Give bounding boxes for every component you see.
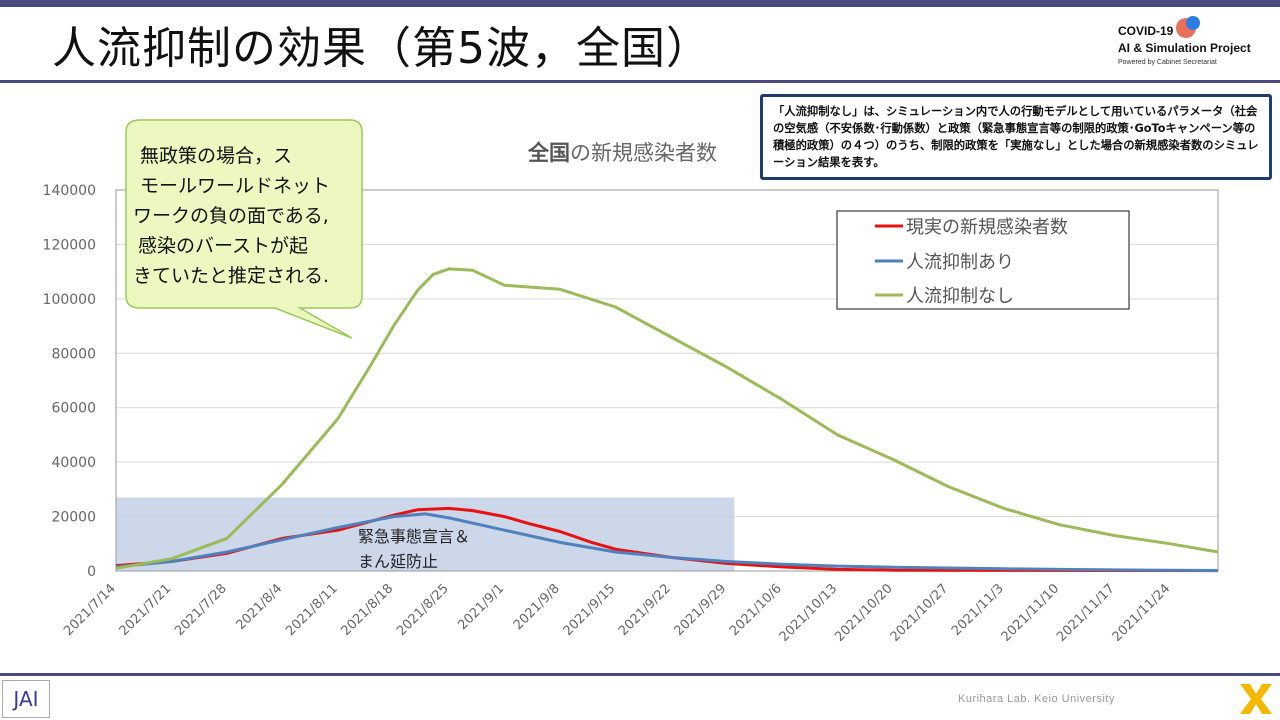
x-tick-label: 2021/9/8 <box>511 581 563 633</box>
series-line-1 <box>115 512 1219 572</box>
x-tick-label: 2021/9/22 <box>616 581 674 639</box>
chart-legend: 現実の新規感染者数 人流抑制あり 人流抑制なし <box>836 210 1130 310</box>
x-tick-label: 2021/7/14 <box>61 581 119 639</box>
x-tick-label: 2021/10/27 <box>888 581 952 645</box>
chart-title: 全国の新規感染者数 <box>528 137 717 167</box>
y-tick-label: 80000 <box>51 346 96 362</box>
band-label-line2: まん延防止 <box>358 552 438 571</box>
x-tick-label: 2021/10/13 <box>777 581 841 645</box>
y-axis-ticks: 0 20000 40000 60000 80000 100000 120000 140000 <box>43 183 96 580</box>
callout-line5: きていたと推定される. <box>133 265 329 287</box>
callout-bubble: 無政策の場合，ス モールワールドネット ワークの負の面である, 感染のバーストが… <box>125 119 363 339</box>
x-logo-icon <box>1240 684 1272 714</box>
footer-lab-name: Kurihara Lab. Keio University <box>958 693 1115 705</box>
x-tick-label: 2021/11/10 <box>999 581 1063 645</box>
footer-divider <box>0 673 1280 676</box>
explanation-note: 「人流抑制なし」は、シミュレーション内で人の行動モデルとして用いているパラメータ… <box>760 94 1272 180</box>
y-tick-label: 60000 <box>51 401 96 417</box>
legend-label-real: 現実の新規感染者数 <box>906 217 1068 238</box>
x-tick-label: 2021/8/25 <box>394 581 452 639</box>
logo-line3: Powered by Cabinet Secretariat <box>1118 59 1217 66</box>
page-title: 人流抑制の効果（第5波，全国） <box>52 23 711 74</box>
band-label-line1: 緊急事態宣言＆ <box>358 527 470 546</box>
x-tick-label: 2021/9/29 <box>672 581 730 639</box>
x-tick-label: 2021/10/20 <box>832 581 896 645</box>
y-tick-label: 120000 <box>43 237 96 253</box>
callout-line4: 感染のバーストが起 <box>138 235 308 257</box>
y-tick-label: 0 <box>87 564 96 580</box>
y-tick-label: 40000 <box>51 455 96 471</box>
x-tick-label: 2021/10/6 <box>727 581 785 639</box>
x-tick-label: 2021/7/21 <box>117 581 175 639</box>
series-line-2 <box>115 267 1219 570</box>
callout-line3: ワークの負の面である, <box>133 205 329 227</box>
x-tick-label: 2021/9/15 <box>561 581 619 639</box>
chart-series <box>115 267 1219 573</box>
logo-line1: COVID-19 <box>1118 24 1174 38</box>
y-tick-label: 100000 <box>43 292 96 308</box>
x-tick-label: 2021/8/4 <box>233 581 285 633</box>
project-logo: COVID-19 AI & Simulation Project Powered… <box>1118 16 1278 72</box>
callout-line2: モールワールドネット <box>140 175 330 197</box>
logo-line2: AI & Simulation Project <box>1118 41 1251 55</box>
x-tick-label: 2021/11/3 <box>949 581 1007 639</box>
legend-label-with: 人流抑制あり <box>906 252 1014 273</box>
legend-label-without: 人流抑制なし <box>906 286 1014 307</box>
chart-title-rest: の新規感染者数 <box>570 141 717 165</box>
chart-title-bold: 全国 <box>528 141 570 165</box>
x-tick-label: 2021/7/28 <box>172 581 230 639</box>
logo-blue-dot <box>1186 16 1200 30</box>
x-tick-label: 2021/8/18 <box>339 581 397 639</box>
x-tick-label: 2021/8/11 <box>283 581 341 639</box>
title-divider <box>0 80 1280 83</box>
top-accent-bar <box>0 0 1280 7</box>
y-tick-label: 140000 <box>43 183 96 199</box>
x-tick-label: 2021/9/1 <box>455 581 507 633</box>
x-tick-label: 2021/11/24 <box>1110 581 1174 645</box>
x-tick-label: 2021/11/17 <box>1054 581 1118 645</box>
callout-line1: 無政策の場合，ス <box>140 145 292 167</box>
plot-frame <box>115 189 1219 572</box>
jai-logo-icon: JAI <box>2 680 50 718</box>
y-tick-label: 20000 <box>51 510 96 526</box>
